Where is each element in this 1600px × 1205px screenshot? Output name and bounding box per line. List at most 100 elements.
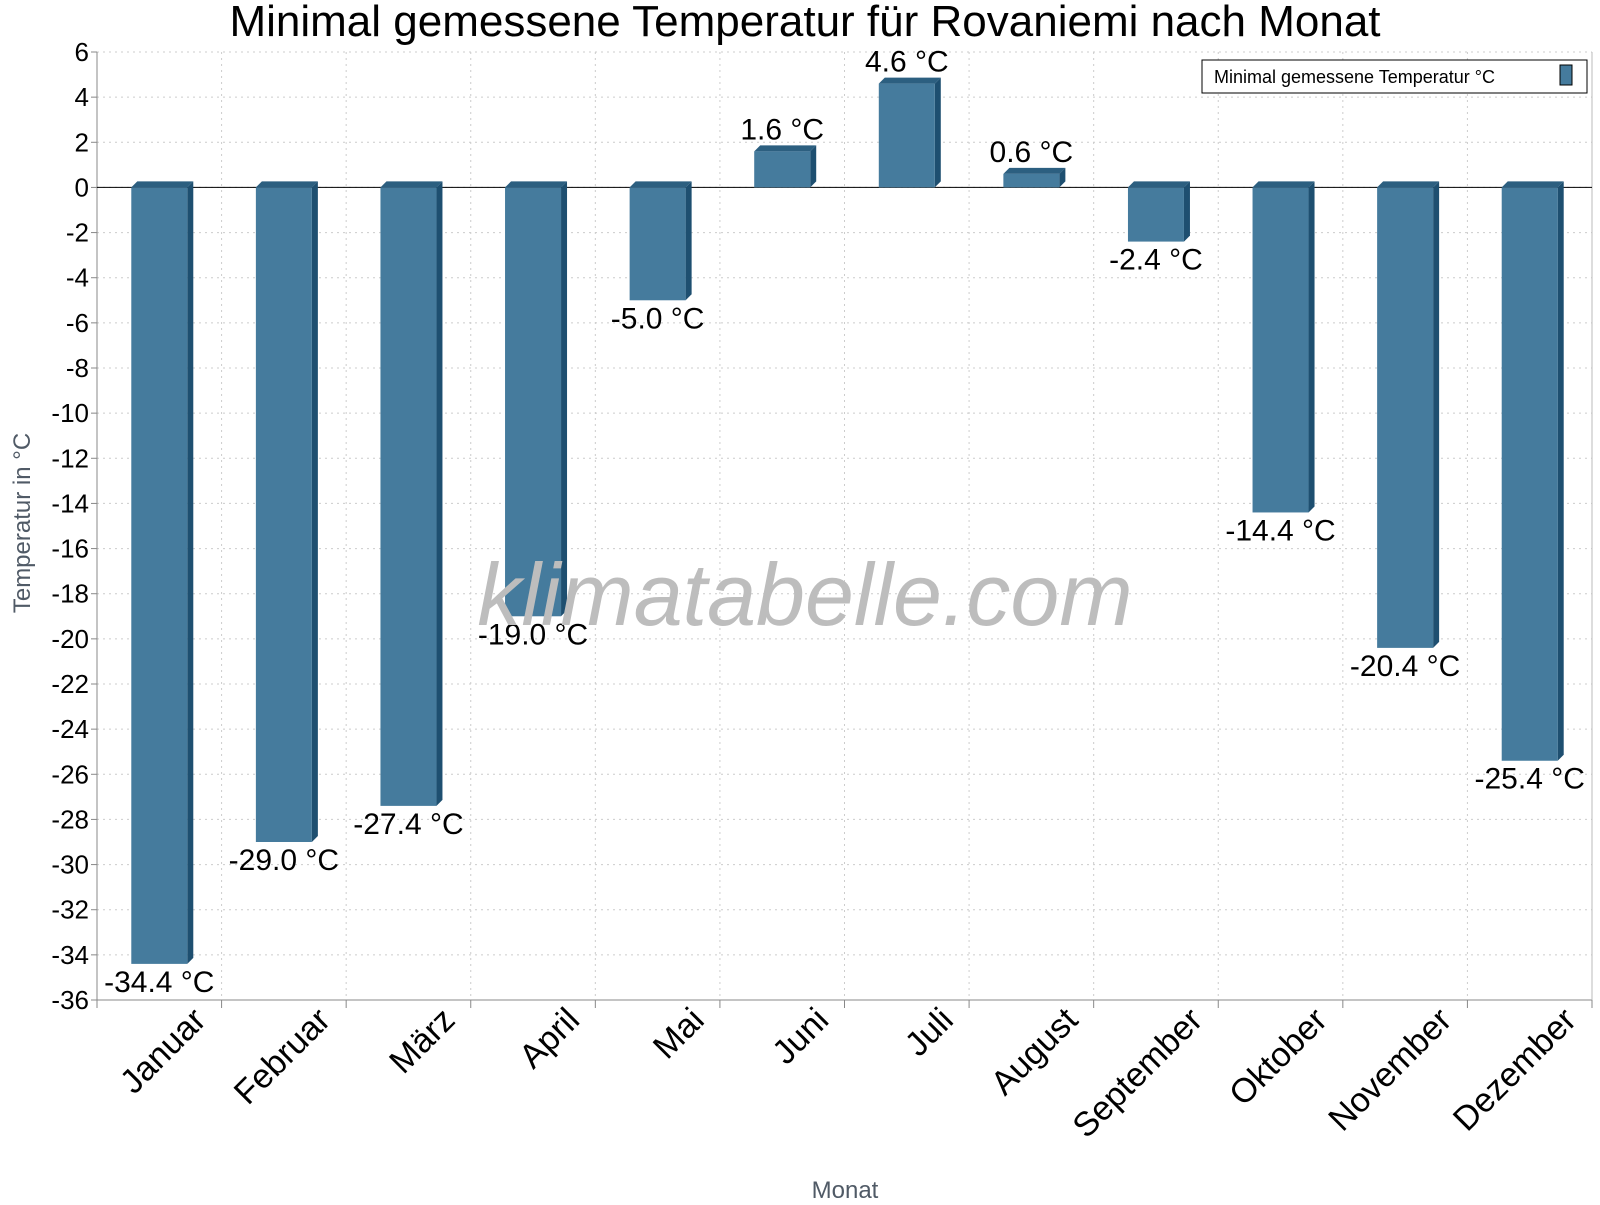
data-label: -19.0 °C	[478, 618, 588, 651]
y-tick-label: -12	[51, 443, 89, 473]
bar-face	[1127, 187, 1184, 242]
y-axis-label: Temperatur in °C	[9, 433, 36, 613]
data-label: -25.4 °C	[1475, 763, 1585, 796]
x-axis-label: Monat	[812, 1177, 879, 1200]
bar-side	[1183, 181, 1190, 242]
bar-side	[187, 181, 194, 964]
data-label: -5.0 °C	[611, 302, 705, 335]
y-tick-label: -24	[51, 714, 89, 744]
y-tick-label: -34	[51, 940, 89, 970]
bar-top	[505, 181, 568, 188]
bar	[878, 77, 941, 188]
bar-side	[1433, 181, 1440, 648]
bar-top	[878, 77, 941, 84]
data-label: -14.4 °C	[1225, 514, 1335, 547]
data-label: -34.4 °C	[104, 966, 214, 999]
bar	[754, 145, 817, 188]
y-tick-label: -30	[51, 850, 89, 880]
bar-face	[505, 187, 562, 617]
bar-face	[1003, 173, 1060, 188]
y-tick-label: -18	[51, 579, 89, 609]
x-tick-label: August	[984, 1000, 1086, 1102]
bar-top	[1252, 181, 1315, 188]
bar-side	[561, 181, 568, 617]
bar	[131, 181, 194, 964]
watermark: klimatabelle.com	[477, 545, 1132, 644]
y-tick-label: 4	[75, 82, 89, 112]
x-tick-label: November	[1321, 1001, 1459, 1139]
bar	[1252, 181, 1315, 513]
bar	[380, 181, 443, 806]
bar-top	[629, 181, 692, 188]
y-tick-label: -6	[66, 308, 89, 338]
y-tick-label: -16	[51, 534, 89, 564]
bar-side	[685, 181, 692, 301]
bar	[1003, 167, 1066, 188]
bar-top	[1377, 181, 1440, 188]
bar-side	[436, 181, 443, 806]
bars	[131, 77, 1564, 964]
bar-face	[1501, 187, 1558, 761]
data-label: -2.4 °C	[1109, 244, 1203, 277]
legend-box	[1201, 59, 1588, 94]
x-tick-label: Oktober	[1222, 1001, 1334, 1113]
bar-side	[810, 145, 817, 188]
x-tick-label: Mai	[646, 1001, 712, 1067]
x-tick-label: September	[1065, 1001, 1209, 1145]
legend-label: Minimal gemessene Temperatur °C	[1214, 67, 1495, 87]
chart-title: Minimal gemessene Temperatur für Rovanie…	[229, 0, 1380, 46]
legend: Minimal gemessene Temperatur °C	[1201, 59, 1588, 94]
x-tick-label: Februar	[227, 1001, 338, 1112]
y-tick-label: -36	[51, 985, 89, 1015]
bar-top	[131, 181, 194, 188]
y-tick-label: 6	[75, 37, 89, 67]
y-tick-label: -28	[51, 804, 89, 834]
bar-face	[255, 187, 312, 842]
bar	[1377, 181, 1440, 648]
legend-swatch	[1559, 64, 1573, 86]
x-tick-label: April	[512, 1001, 587, 1076]
bar-face	[380, 187, 437, 806]
bar-side	[934, 77, 941, 188]
bar-side	[1308, 181, 1315, 513]
bar-face	[131, 187, 188, 964]
bar-face	[629, 187, 686, 301]
x-tick-label: März	[382, 1001, 462, 1081]
bar-top	[1501, 181, 1564, 188]
bar-face	[878, 83, 935, 188]
x-tick-label: Dezember	[1446, 1001, 1584, 1139]
data-label: 1.6 °C	[740, 113, 824, 146]
x-tick-label: Juni	[765, 1001, 836, 1072]
bar	[1127, 181, 1190, 242]
y-tick-label: -14	[51, 488, 89, 518]
bar-side	[1557, 181, 1564, 761]
bar-face	[754, 151, 811, 188]
y-tick-label: -8	[66, 353, 89, 383]
y-tick-label: -32	[51, 895, 89, 925]
data-label: -27.4 °C	[353, 808, 463, 841]
y-tick-label: -20	[51, 624, 89, 654]
y-tick-label: -2	[66, 218, 89, 248]
x-tick-label: Januar	[113, 1001, 213, 1101]
bar-side	[311, 181, 318, 842]
bar-top	[255, 181, 318, 188]
bar	[629, 181, 692, 301]
bar-side	[1059, 167, 1066, 188]
y-tick-label: -4	[66, 263, 89, 293]
y-tick-label: -26	[51, 759, 89, 789]
data-labels: -34.4 °C -29.0 °C -27.4 °C -19.0 °C -5.0 °C 1…	[104, 46, 1585, 999]
bar-top	[1127, 181, 1190, 188]
bar-top	[754, 145, 817, 152]
data-label: 4.6 °C	[865, 46, 949, 79]
bar-top	[1003, 167, 1066, 174]
bar	[505, 181, 568, 617]
bar	[255, 181, 318, 842]
data-label: -29.0 °C	[229, 844, 339, 877]
y-tick-label: 0	[75, 172, 89, 202]
bar	[1501, 181, 1564, 761]
x-tick-label: Juli	[898, 1001, 961, 1064]
bar-face	[1252, 187, 1309, 513]
bar-face	[1377, 187, 1434, 648]
